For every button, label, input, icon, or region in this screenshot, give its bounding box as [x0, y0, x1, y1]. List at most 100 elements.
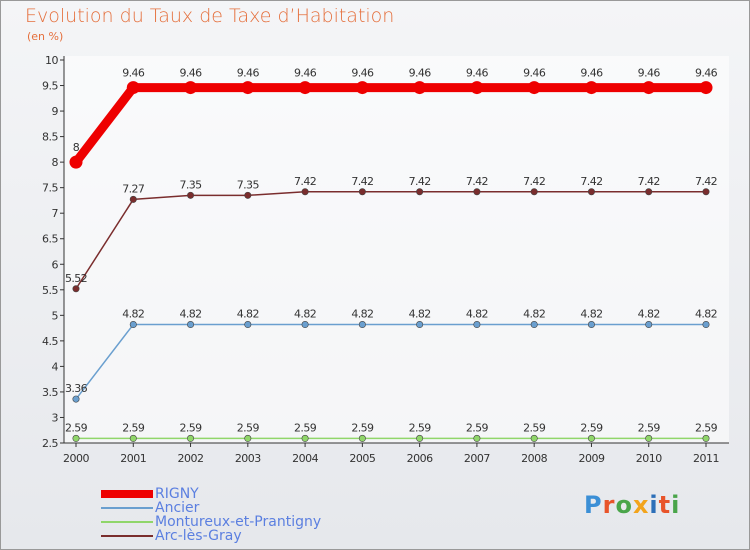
data-point-ancier	[702, 321, 710, 329]
data-label-ancier: 4.82	[294, 308, 316, 321]
legend-item-rigny: RIGNY	[101, 487, 321, 501]
data-label-montureux-et-prantigny: 2.59	[638, 421, 661, 434]
data-point-rigny	[69, 155, 83, 169]
data-label-ancier: 4.82	[179, 308, 201, 321]
logo-letter: P	[584, 491, 603, 519]
data-label-arc-l-s-gray: 7.42	[523, 175, 545, 188]
data-point-ancier	[473, 321, 481, 329]
data-label-rigny: 9.46	[580, 67, 603, 80]
legend-swatch	[101, 507, 153, 509]
x-tick-label: 2011	[693, 452, 719, 465]
y-tick-label: 6.5	[42, 233, 58, 246]
data-point-arc-l-s-gray	[702, 188, 710, 196]
data-point-arc-l-s-gray	[72, 285, 80, 293]
data-point-ancier	[72, 395, 80, 403]
data-point-ancier	[645, 321, 653, 329]
data-label-rigny: 9.46	[523, 67, 546, 80]
x-tick-label: 2010	[636, 452, 662, 465]
x-tick-label: 2008	[521, 452, 547, 465]
y-tick-label: 7.5	[42, 182, 58, 195]
data-point-rigny	[184, 81, 198, 95]
data-label-arc-l-s-gray: 7.42	[638, 175, 660, 188]
data-point-montureux-et-prantigny	[72, 434, 80, 442]
legend-item-ancier: Ancier	[101, 501, 321, 515]
y-tick-label: 9	[52, 105, 59, 118]
legend-label: Montureux-et-Prantigny	[155, 514, 322, 530]
data-label-rigny: 8	[73, 141, 80, 154]
legend-label: Ancier	[155, 500, 200, 516]
chart-title: Evolution du Taux de Taxe d’Habitation	[25, 5, 395, 27]
legend-label: RIGNY	[155, 486, 199, 502]
legend-swatch	[101, 535, 153, 537]
y-tick-label: 9.5	[42, 80, 58, 93]
data-point-arc-l-s-gray	[301, 188, 309, 196]
data-label-rigny: 9.46	[237, 67, 260, 80]
data-label-ancier: 4.82	[523, 308, 545, 321]
logo-letter: i	[671, 491, 681, 519]
data-label-montureux-et-prantigny: 2.59	[294, 421, 317, 434]
x-tick-label: 2003	[235, 452, 261, 465]
data-point-arc-l-s-gray	[587, 188, 595, 196]
x-tick-label: 2004	[292, 452, 318, 465]
data-point-montureux-et-prantigny	[587, 434, 595, 442]
x-tick-label: 2006	[407, 452, 433, 465]
y-tick-label: 6	[52, 258, 59, 271]
data-label-arc-l-s-gray: 7.42	[695, 175, 717, 188]
data-point-arc-l-s-gray	[473, 188, 481, 196]
data-label-arc-l-s-gray: 5.52	[65, 272, 87, 285]
data-point-ancier	[244, 321, 252, 329]
chart-unit-label: (en %)	[27, 30, 64, 43]
x-tick-label: 2005	[349, 452, 375, 465]
data-point-ancier	[187, 321, 195, 329]
data-label-montureux-et-prantigny: 2.59	[409, 421, 432, 434]
data-label-rigny: 9.46	[466, 67, 489, 80]
series-line-rigny	[71, 83, 711, 167]
legend-item-arc-l-s-gray: Arc-lès-Gray	[101, 529, 321, 543]
data-point-ancier	[587, 321, 595, 329]
data-point-arc-l-s-gray	[129, 195, 137, 203]
data-point-rigny	[241, 81, 255, 95]
data-label-montureux-et-prantigny: 2.59	[65, 421, 88, 434]
data-point-ancier	[129, 321, 137, 329]
data-label-ancier: 3.36	[65, 382, 88, 395]
y-tick-label: 8	[52, 156, 59, 169]
legend-item-montureux-et-prantigny: Montureux-et-Prantigny	[101, 515, 321, 529]
data-point-ancier	[358, 321, 366, 329]
data-point-arc-l-s-gray	[645, 188, 653, 196]
data-point-arc-l-s-gray	[358, 188, 366, 196]
data-point-ancier	[416, 321, 424, 329]
y-tick-label: 7	[52, 207, 59, 220]
data-label-arc-l-s-gray: 7.27	[122, 182, 145, 195]
data-label-ancier: 4.82	[638, 308, 660, 321]
y-tick-label: 10	[45, 54, 58, 67]
data-point-montureux-et-prantigny	[358, 434, 366, 442]
data-point-arc-l-s-gray	[416, 188, 424, 196]
data-point-arc-l-s-gray	[187, 191, 195, 199]
data-label-montureux-et-prantigny: 2.59	[351, 421, 374, 434]
proxiti-logo: Proxiti	[584, 491, 680, 519]
x-tick-label: 2002	[178, 452, 204, 465]
data-label-rigny: 9.46	[638, 67, 661, 80]
y-tick-label: 4	[52, 360, 59, 373]
data-label-arc-l-s-gray: 7.42	[409, 175, 431, 188]
data-label-arc-l-s-gray: 7.35	[237, 178, 260, 191]
legend-swatch	[101, 521, 153, 523]
data-label-rigny: 9.46	[122, 67, 145, 80]
legend-label: Arc-lès-Gray	[155, 528, 242, 544]
data-point-arc-l-s-gray	[244, 191, 252, 199]
data-point-montureux-et-prantigny	[301, 434, 309, 442]
data-label-arc-l-s-gray: 7.42	[466, 175, 488, 188]
data-point-montureux-et-prantigny	[129, 434, 137, 442]
y-tick-label: 5	[52, 309, 59, 322]
data-label-arc-l-s-gray: 7.35	[179, 178, 202, 191]
data-point-montureux-et-prantigny	[244, 434, 252, 442]
data-point-rigny	[584, 81, 598, 95]
data-point-rigny	[413, 81, 427, 95]
data-label-montureux-et-prantigny: 2.59	[122, 421, 145, 434]
data-point-montureux-et-prantigny	[645, 434, 653, 442]
logo-letter: x	[632, 491, 650, 519]
data-label-montureux-et-prantigny: 2.59	[695, 421, 718, 434]
logo-letter: i	[649, 491, 659, 519]
